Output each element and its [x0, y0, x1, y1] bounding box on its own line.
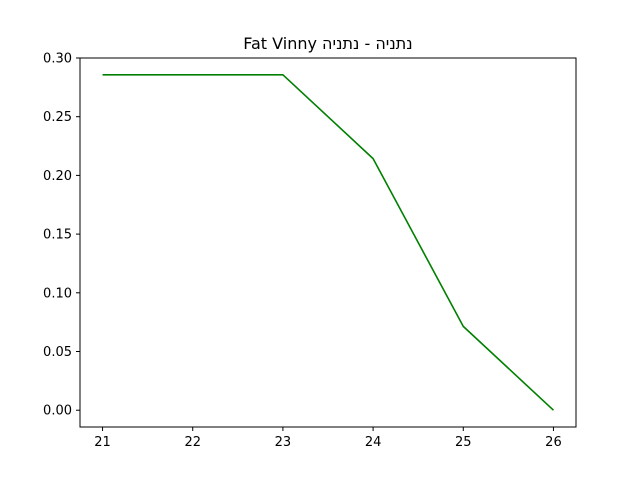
y-tick-label: 0.05: [43, 345, 72, 360]
axes-frame: [79, 57, 577, 428]
y-tick-label: 0.20: [43, 169, 72, 184]
x-tick-label: 25: [455, 435, 472, 450]
plot-area: 21 22 23 24 25 26 0.00 0.05 0.10 0.15 0.20 0.25 0.30: [43, 52, 577, 450]
y-tick-label: 0.15: [43, 228, 72, 243]
x-tick-label: 24: [365, 435, 382, 450]
x-tick-label: 26: [545, 435, 562, 450]
y-tick-label: 0.25: [43, 110, 72, 125]
chart-title: Fat Vinny נתניה - נתניה: [243, 34, 412, 53]
y-tick-label: 0.00: [43, 404, 72, 419]
x-tick-label: 21: [94, 435, 111, 450]
y-tick-label: 0.30: [43, 52, 72, 67]
y-tick-label: 0.10: [43, 286, 72, 301]
x-tick-label: 23: [275, 435, 292, 450]
x-tick-label: 22: [184, 435, 201, 450]
series-line: [102, 73, 554, 411]
